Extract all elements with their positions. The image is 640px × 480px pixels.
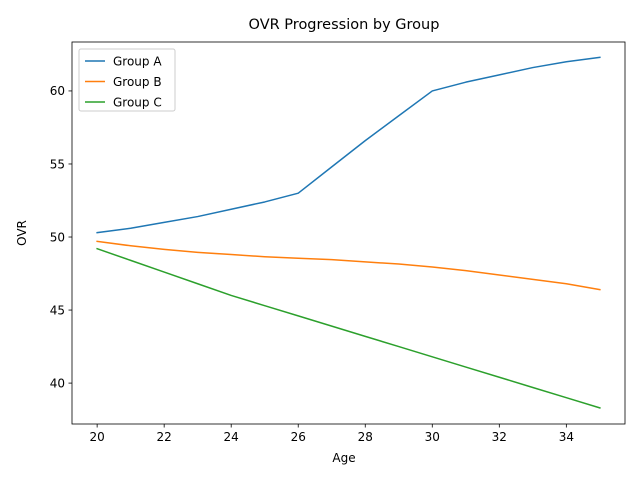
- y-tick-label: 40: [50, 376, 65, 390]
- x-tick-label: 24: [224, 430, 239, 444]
- legend-label: Group A: [113, 55, 162, 69]
- x-axis-label: Age: [332, 451, 355, 465]
- legend-label: Group B: [113, 75, 162, 89]
- x-tick-label: 22: [157, 430, 172, 444]
- x-axis: 20 22 24 26 28 30 32 34: [89, 424, 574, 444]
- y-tick-label: 55: [50, 157, 65, 171]
- series-line-1: [96, 56, 601, 234]
- y-axis-label: OVR: [15, 220, 29, 246]
- x-tick-label: 30: [425, 430, 440, 444]
- y-axis: 40 45 50 55 60: [50, 84, 72, 390]
- x-tick-label: 28: [358, 430, 373, 444]
- chart-title: OVR Progression by Group: [249, 17, 440, 33]
- plot-lines: [96, 56, 601, 409]
- legend: Group A Group B Group C: [78, 48, 176, 112]
- series-line-2: [96, 240, 601, 291]
- y-tick-label: 50: [50, 230, 65, 244]
- x-tick-label: 34: [559, 430, 574, 444]
- y-tick-label: 60: [50, 84, 65, 98]
- legend-label: Group C: [113, 96, 162, 110]
- y-tick-label: 45: [50, 303, 65, 317]
- x-tick-label: 26: [291, 430, 306, 444]
- x-tick-label: 20: [89, 430, 104, 444]
- series-line-3: [96, 247, 601, 409]
- plot-frame: [71, 41, 626, 425]
- legend-frame: [78, 48, 176, 112]
- x-tick-label: 32: [492, 430, 507, 444]
